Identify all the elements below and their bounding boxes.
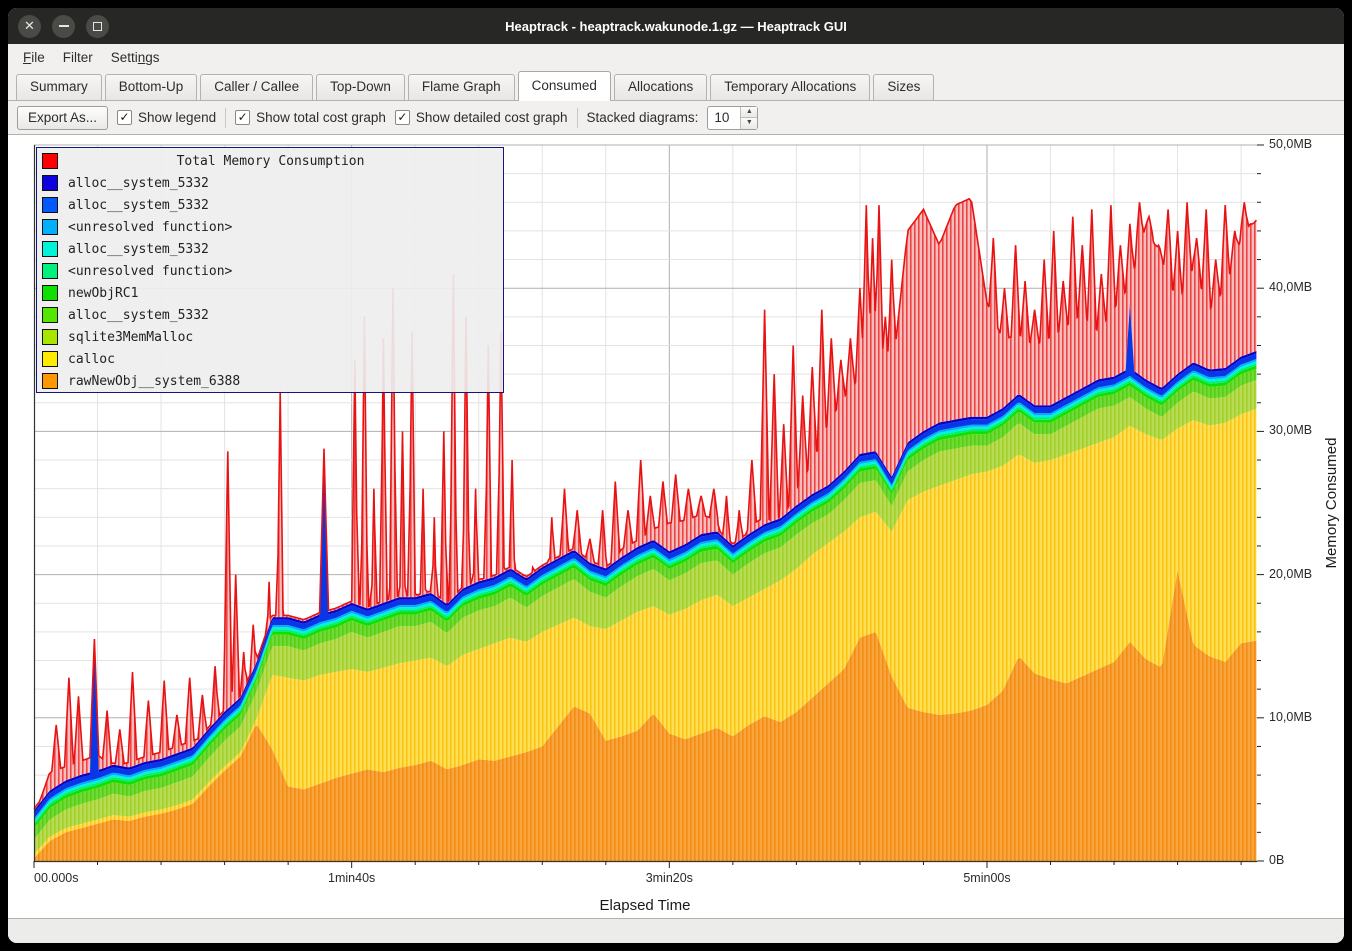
tab-bar: Summary Bottom-Up Caller / Callee Top-Do… (8, 70, 1344, 101)
tab-consumed[interactable]: Consumed (517, 71, 611, 101)
menubar: File Filter Settings (8, 44, 1344, 70)
x-tick-label: 1min40s (328, 871, 376, 885)
stacked-diagrams-label: Stacked diagrams: (586, 110, 699, 125)
checkbox-check-icon: ✓ (235, 110, 251, 125)
legend-label: calloc (68, 351, 115, 367)
export-as-button[interactable]: Export As... (17, 105, 109, 130)
spin-down-button[interactable]: ▼ (741, 118, 758, 129)
chart-legend: Total Memory Consumption alloc__system_5… (36, 147, 504, 393)
legend-swatch (42, 197, 58, 213)
show-detailed-cost-label: Show detailed cost graph (415, 110, 568, 125)
legend-label: <unresolved function> (68, 219, 233, 235)
legend-swatch (42, 329, 58, 345)
tab-caller-callee[interactable]: Caller / Callee (200, 74, 314, 100)
legend-swatch (42, 263, 58, 279)
legend-row: sqlite3MemMalloc (37, 326, 503, 348)
close-icon: ✕ (24, 18, 35, 33)
checkbox-check-icon: ✓ (394, 110, 410, 125)
window-controls: ✕ (18, 14, 109, 38)
legend-row: newObjRC1 (37, 282, 503, 304)
x-axis-title: Elapsed Time (599, 897, 691, 914)
x-tick-label: 00.000s (34, 871, 79, 885)
heaptrack-window: ✕ Heaptrack - heaptrack.wakunode.1.gz — … (8, 8, 1344, 943)
legend-swatch (42, 351, 58, 367)
tab-temporary-allocations[interactable]: Temporary Allocations (710, 74, 871, 100)
y-axis-title: Memory Consumed (1323, 437, 1340, 569)
show-total-cost-label: Show total cost graph (256, 110, 386, 125)
chart-panel: Total Memory Consumption alloc__system_5… (8, 134, 1344, 919)
toolbar-separator (225, 107, 227, 128)
close-button[interactable]: ✕ (18, 14, 41, 38)
legend-label: alloc__system_5332 (68, 307, 209, 323)
minimize-button[interactable] (52, 14, 75, 38)
toolbar: Export As... ✓ Show legend ✓ Show total … (8, 101, 1344, 134)
legend-title-row: Total Memory Consumption (37, 150, 503, 172)
legend-row: <unresolved function> (37, 216, 503, 238)
x-tick-label: 3min20s (645, 871, 693, 885)
bottom-strip (8, 919, 1344, 943)
legend-row: alloc__system_5332 (37, 304, 503, 326)
tab-summary[interactable]: Summary (16, 74, 102, 100)
toolbar-separator (576, 107, 578, 128)
y-tick-label: 40,0MB (1269, 280, 1313, 295)
y-tick-label: 30,0MB (1269, 423, 1313, 438)
menu-file[interactable]: File (23, 49, 45, 65)
legend-label: newObjRC1 (68, 285, 139, 301)
minimize-icon (58, 25, 69, 27)
tab-allocations[interactable]: Allocations (613, 74, 708, 100)
legend-swatch (42, 373, 58, 389)
window-title: Heaptrack - heaptrack.wakunode.1.gz — He… (505, 18, 847, 34)
memory-consumption-chart: Total Memory Consumption alloc__system_5… (33, 144, 1264, 868)
legend-row: rawNewObj__system_6388 (37, 370, 503, 392)
show-detailed-cost-checkbox[interactable]: ✓ Show detailed cost graph (394, 110, 568, 125)
legend-swatch (42, 175, 58, 191)
checkbox-check-icon: ✓ (117, 110, 133, 125)
legend-title: Total Memory Consumption (176, 153, 365, 169)
titlebar: ✕ Heaptrack - heaptrack.wakunode.1.gz — … (8, 8, 1344, 44)
y-tick-label: 20,0MB (1269, 566, 1313, 581)
legend-row: alloc__system_5332 (37, 238, 503, 260)
legend-row: calloc (37, 348, 503, 370)
x-tick-label: 5min00s (963, 871, 1011, 885)
chart-canvas (33, 144, 1264, 868)
y-tick-label: 10,0MB (1269, 709, 1313, 724)
legend-swatch (42, 219, 58, 235)
menu-filter[interactable]: Filter (62, 49, 93, 65)
legend-total-swatch (42, 153, 58, 169)
tab-top-down[interactable]: Top-Down (316, 74, 405, 100)
tab-flame-graph[interactable]: Flame Graph (407, 74, 515, 100)
legend-swatch (42, 241, 58, 257)
maximize-icon (93, 21, 102, 31)
y-tick-label: 0B (1269, 853, 1285, 867)
legend-row: <unresolved function> (37, 260, 503, 282)
show-legend-label: Show legend (138, 110, 217, 125)
legend-label: rawNewObj__system_6388 (68, 373, 241, 389)
legend-label: alloc__system_5332 (68, 175, 209, 191)
maximize-button[interactable] (86, 14, 109, 38)
legend-row: alloc__system_5332 (37, 172, 503, 194)
spin-up-button[interactable]: ▲ (741, 106, 758, 118)
stacked-diagrams-spinbox: 10 ▲ ▼ (707, 105, 759, 130)
legend-label: <unresolved function> (68, 263, 233, 279)
show-total-cost-checkbox[interactable]: ✓ Show total cost graph (235, 110, 386, 125)
legend-label: alloc__system_5332 (68, 241, 209, 257)
legend-swatch (42, 307, 58, 323)
legend-row: alloc__system_5332 (37, 194, 503, 216)
stacked-diagrams-value[interactable]: 10 (714, 109, 730, 125)
tab-sizes[interactable]: Sizes (873, 74, 935, 100)
tab-bottom-up[interactable]: Bottom-Up (104, 74, 198, 100)
show-legend-checkbox[interactable]: ✓ Show legend (117, 110, 216, 125)
menu-settings[interactable]: Settings (110, 49, 160, 65)
legend-label: sqlite3MemMalloc (68, 329, 194, 345)
legend-swatch (42, 285, 58, 301)
y-tick-label: 50,0MB (1269, 137, 1313, 151)
legend-label: alloc__system_5332 (68, 197, 209, 213)
